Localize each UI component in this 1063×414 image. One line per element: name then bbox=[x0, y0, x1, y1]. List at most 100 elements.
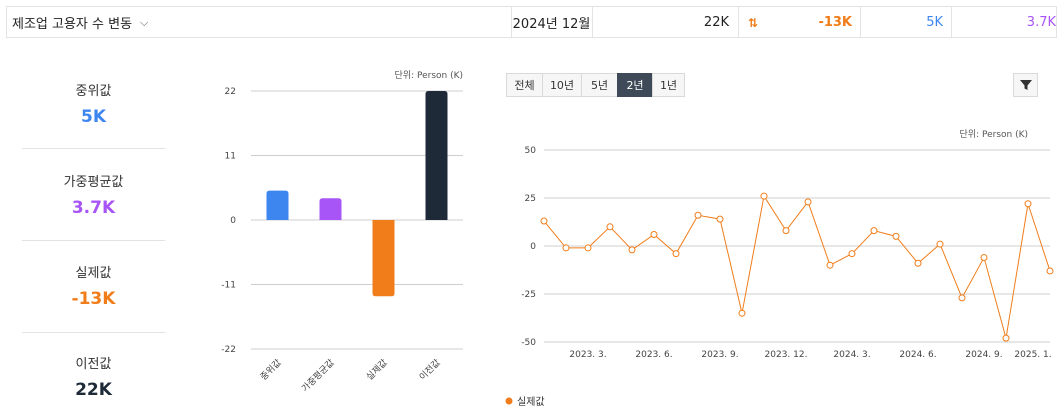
data-point bbox=[892, 232, 900, 240]
history-line-chart: 단위: Person (K) 50 25 0 -25 -50 2023. 3. 2023. 6… bbox=[505, 129, 1054, 408]
data-point bbox=[584, 244, 592, 252]
weighted-avg-cell: 3.7K bbox=[951, 7, 1056, 38]
actual-cell: ⇅ -13K bbox=[738, 7, 860, 38]
median-value: 5K bbox=[926, 15, 943, 30]
data-point bbox=[826, 261, 834, 269]
x-tick-label: 2025. 1. bbox=[1014, 350, 1051, 360]
legend-label: 실제값 bbox=[517, 396, 545, 408]
swap-arrows-icon: ⇅ bbox=[748, 15, 759, 30]
comparison-bar-chart: 단위: Person (K) 22 11 0 -11 -22 중위값 가중평균값 실제값 이전값 bbox=[221, 70, 463, 395]
data-point bbox=[562, 244, 570, 252]
stat-median: 중위값 5K bbox=[22, 80, 165, 127]
unit-label: 단위: Person (K) bbox=[960, 129, 1028, 140]
bar-3 bbox=[425, 91, 448, 220]
y-tick-label: -11 bbox=[221, 281, 236, 291]
x-tick-label: 2023. 6. bbox=[635, 350, 672, 360]
y-tick-label: -50 bbox=[521, 338, 536, 348]
y-tick-label: -22 bbox=[221, 345, 236, 355]
stat-label: 중위값 bbox=[75, 84, 112, 99]
bar-2 bbox=[372, 220, 395, 297]
summary-bar-border bbox=[6, 6, 1057, 38]
median-cell: 5K bbox=[860, 7, 951, 38]
x-tick-label: 2023. 9. bbox=[701, 350, 738, 360]
x-tick-label: 2024. 6. bbox=[899, 350, 936, 360]
summary-bar: 제조업 고용자 수 변동 ⌵ 2024년 12월 22K ⇅ -13K 5K 3… bbox=[0, 0, 1063, 42]
divider bbox=[511, 7, 512, 38]
x-tick-label: 이전값 bbox=[417, 357, 443, 383]
actual-value: -13K bbox=[818, 15, 852, 30]
stat-value: 22K bbox=[75, 380, 112, 400]
data-point bbox=[540, 217, 548, 225]
data-point bbox=[958, 294, 966, 302]
y-tick-label: 0 bbox=[230, 216, 236, 226]
stat-label: 실제값 bbox=[75, 266, 112, 281]
stat-weighted-avg: 가중평균값 3.7K bbox=[22, 171, 165, 218]
period-cell: 2024년 12월 bbox=[511, 7, 592, 38]
unit-label: 단위: Person (K) bbox=[395, 70, 463, 81]
x-tick-label: 중위값 bbox=[258, 357, 284, 383]
stat-label: 가중평균값 bbox=[63, 175, 124, 190]
divider bbox=[22, 148, 165, 149]
previous-value: 22K bbox=[703, 15, 729, 30]
stat-value: 5K bbox=[80, 107, 106, 127]
tab-1y[interactable]: 1년 bbox=[652, 73, 685, 97]
data-point bbox=[804, 198, 812, 206]
previous-cell: 22K bbox=[592, 7, 737, 38]
divider bbox=[22, 332, 165, 333]
data-point bbox=[980, 254, 988, 262]
data-point bbox=[650, 230, 658, 238]
y-tick-label: 22 bbox=[225, 87, 236, 97]
divider bbox=[22, 240, 165, 241]
divider bbox=[592, 7, 593, 38]
stat-value: -13K bbox=[71, 289, 116, 309]
data-point bbox=[606, 223, 614, 231]
divider bbox=[951, 7, 952, 38]
tab-2y[interactable]: 2년 bbox=[617, 73, 653, 97]
x-tick-label: 가중평균값 bbox=[299, 357, 337, 395]
legend-marker bbox=[505, 397, 513, 405]
x-tick-label: 2024. 3. bbox=[833, 350, 870, 360]
data-point bbox=[1002, 334, 1010, 342]
data-point bbox=[936, 240, 944, 248]
stat-actual: 실제값 -13K bbox=[22, 262, 165, 309]
data-point bbox=[870, 227, 878, 235]
tab-all[interactable]: 전체 bbox=[506, 73, 543, 97]
data-point bbox=[782, 227, 790, 235]
indicator-title: 제조업 고용자 수 변동 bbox=[12, 17, 133, 32]
bar-0 bbox=[266, 190, 289, 220]
data-point bbox=[716, 215, 724, 223]
filter-button[interactable] bbox=[1013, 73, 1038, 97]
data-point bbox=[848, 250, 856, 258]
data-point bbox=[738, 309, 746, 317]
y-tick-label: 25 bbox=[525, 194, 536, 204]
data-point bbox=[1046, 267, 1054, 275]
tab-5y[interactable]: 5년 bbox=[581, 73, 618, 97]
data-point bbox=[1024, 200, 1032, 208]
y-tick-label: 50 bbox=[525, 146, 537, 156]
x-tick-label: 2023. 12. bbox=[765, 350, 808, 360]
data-point bbox=[672, 250, 680, 258]
weighted-avg-value: 3.7K bbox=[1026, 15, 1056, 30]
tab-10y[interactable]: 10년 bbox=[542, 73, 582, 97]
data-point bbox=[914, 259, 922, 267]
divider bbox=[738, 7, 739, 38]
period-value: 2024년 12월 bbox=[512, 17, 591, 32]
stat-previous: 이전값 22K bbox=[22, 353, 165, 400]
stat-value: 3.7K bbox=[71, 198, 116, 218]
y-tick-label: 11 bbox=[225, 152, 236, 162]
x-tick-label: 2023. 3. bbox=[569, 350, 606, 360]
data-point bbox=[694, 211, 702, 219]
bar-1 bbox=[319, 198, 342, 220]
x-tick-label: 실제값 bbox=[364, 357, 390, 383]
filter-icon bbox=[1019, 80, 1032, 90]
y-tick-label: 0 bbox=[530, 242, 536, 252]
divider bbox=[860, 7, 861, 38]
x-tick-label: 2024. 9. bbox=[965, 350, 1002, 360]
data-point bbox=[628, 246, 636, 254]
series-line bbox=[543, 194, 1051, 339]
stat-label: 이전값 bbox=[75, 357, 112, 372]
chevron-down-icon: ⌵ bbox=[140, 15, 149, 29]
y-tick-label: -25 bbox=[521, 290, 536, 300]
indicator-title-dropdown[interactable]: 제조업 고용자 수 변동 ⌵ bbox=[12, 7, 148, 38]
data-point bbox=[760, 192, 768, 200]
